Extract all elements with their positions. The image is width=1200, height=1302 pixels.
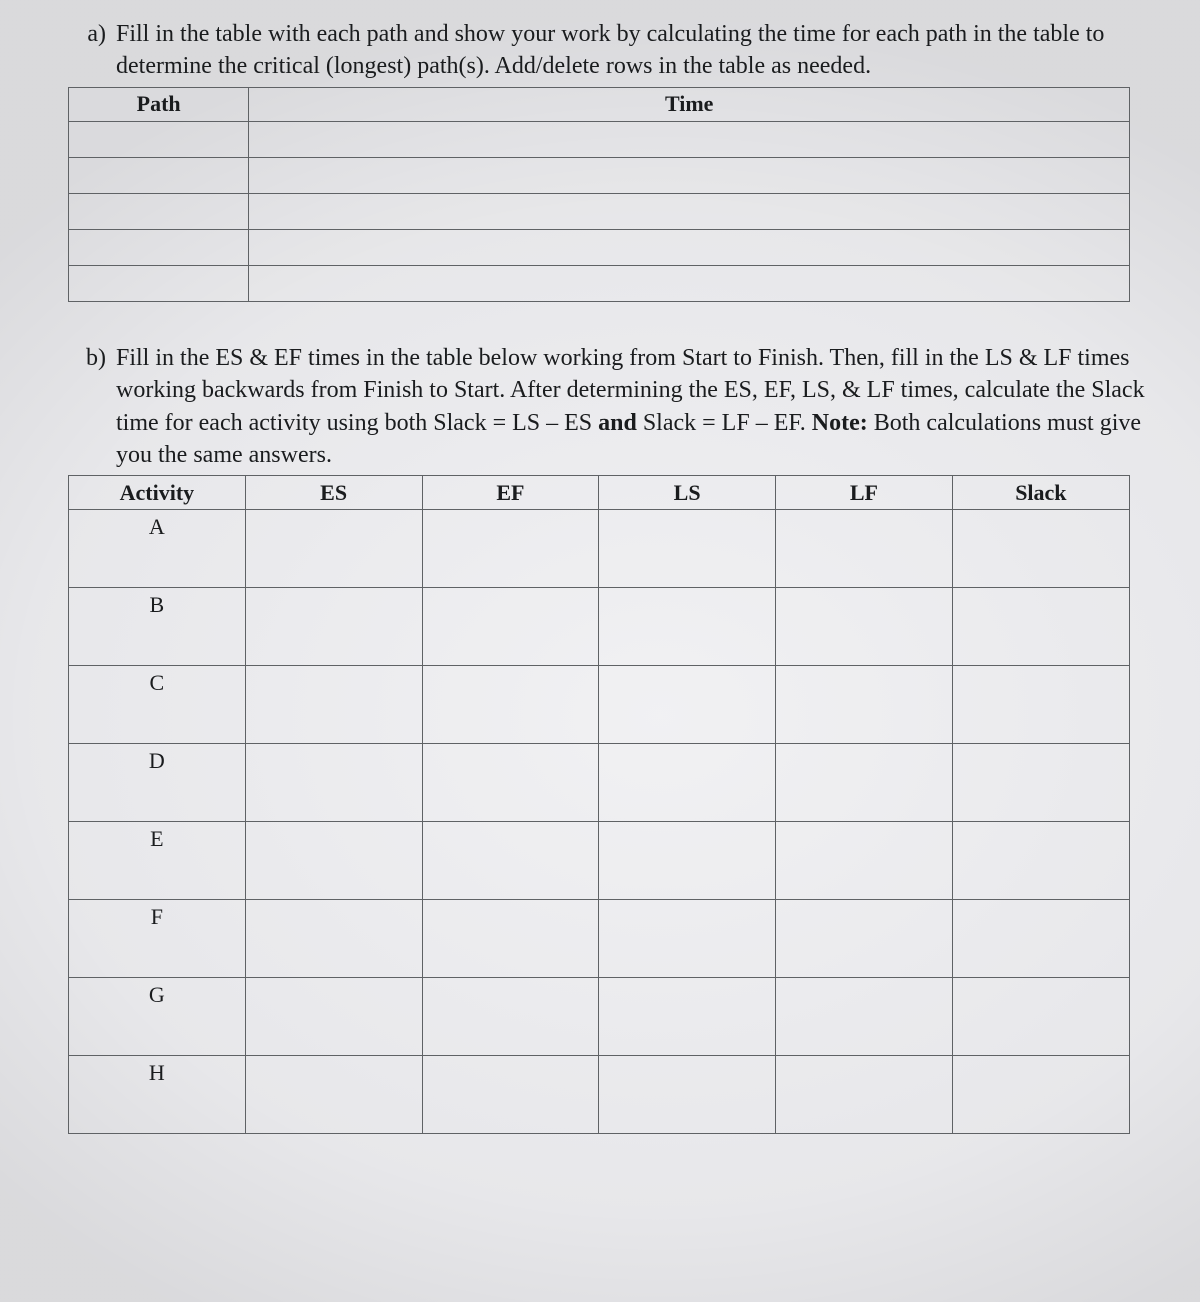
col-es: ES (245, 476, 422, 510)
marker-b: b) (68, 342, 116, 374)
cell-ls[interactable] (599, 744, 776, 822)
table-row: D (69, 744, 1130, 778)
cell-es[interactable] (245, 666, 422, 744)
cell-ls[interactable] (599, 978, 776, 1056)
cell-ls[interactable] (599, 510, 776, 588)
cell-es[interactable] (245, 588, 422, 666)
activity-label: H (69, 1056, 246, 1090)
cell-lf[interactable] (776, 510, 953, 588)
table-row: B (69, 588, 1130, 622)
question-a-row: a) Fill in the table with each path and … (68, 18, 1170, 83)
cell-ls[interactable] (599, 1056, 776, 1134)
table-row: H (69, 1056, 1130, 1090)
path-table-header-row: Path Time (69, 87, 1130, 121)
activity-label: G (69, 978, 246, 1012)
table-row (69, 193, 1130, 229)
col-slack: Slack (952, 476, 1129, 510)
cell-ef[interactable] (422, 744, 599, 822)
cell-ef[interactable] (422, 666, 599, 744)
cell-ls[interactable] (599, 588, 776, 666)
cell-es[interactable] (245, 822, 422, 900)
cell-slack[interactable] (952, 510, 1129, 588)
path-table: Path Time (68, 87, 1130, 302)
table-row (69, 265, 1130, 301)
cell-es[interactable] (245, 744, 422, 822)
cell-slack[interactable] (952, 666, 1129, 744)
col-ls: LS (599, 476, 776, 510)
table-row: F (69, 900, 1130, 934)
cell-lf[interactable] (776, 822, 953, 900)
table-row: A (69, 510, 1130, 544)
col-activity: Activity (69, 476, 246, 510)
table-row (69, 121, 1130, 157)
question-b-row: b) Fill in the ES & EF times in the tabl… (68, 342, 1170, 472)
cell-slack[interactable] (952, 588, 1129, 666)
table-row (69, 157, 1130, 193)
cell-es[interactable] (245, 900, 422, 978)
cell-ef[interactable] (422, 510, 599, 588)
cell-ef[interactable] (422, 900, 599, 978)
section-b: b) Fill in the ES & EF times in the tabl… (68, 342, 1170, 1135)
activity-label: A (69, 510, 246, 544)
cell-lf[interactable] (776, 588, 953, 666)
table-row (69, 229, 1130, 265)
cell-ef[interactable] (422, 1056, 599, 1134)
text-b-bold2: Note: (812, 410, 868, 436)
cell-lf[interactable] (776, 900, 953, 978)
activity-label: B (69, 588, 246, 622)
col-lf: LF (776, 476, 953, 510)
activity-label: E (69, 822, 246, 856)
cell-slack[interactable] (952, 822, 1129, 900)
cell-es[interactable] (245, 1056, 422, 1134)
activity-table-header-row: Activity ES EF LS LF Slack (69, 476, 1130, 510)
cell-ef[interactable] (422, 822, 599, 900)
cell-lf[interactable] (776, 978, 953, 1056)
cell-ls[interactable] (599, 666, 776, 744)
activity-table: Activity ES EF LS LF Slack A B (68, 475, 1130, 1134)
cell-lf[interactable] (776, 744, 953, 822)
activity-label: F (69, 900, 246, 934)
text-b: Fill in the ES & EF times in the table b… (116, 342, 1170, 472)
cell-lf[interactable] (776, 1056, 953, 1134)
cell-ls[interactable] (599, 900, 776, 978)
cell-slack[interactable] (952, 900, 1129, 978)
cell-es[interactable] (245, 510, 422, 588)
text-b-mid: Slack = LF – EF. (637, 410, 812, 436)
cell-ls[interactable] (599, 822, 776, 900)
table-row: C (69, 666, 1130, 700)
activity-label: C (69, 666, 246, 700)
text-b-bold1: and (598, 410, 637, 436)
cell-slack[interactable] (952, 978, 1129, 1056)
worksheet-page: a) Fill in the table with each path and … (0, 0, 1200, 1302)
cell-slack[interactable] (952, 1056, 1129, 1134)
text-a: Fill in the table with each path and sho… (116, 18, 1170, 83)
section-a: a) Fill in the table with each path and … (68, 18, 1170, 302)
cell-ef[interactable] (422, 978, 599, 1056)
time-header: Time (249, 87, 1130, 121)
marker-a: a) (68, 18, 116, 50)
cell-lf[interactable] (776, 666, 953, 744)
table-row: G (69, 978, 1130, 1012)
activity-label: D (69, 744, 246, 778)
path-header: Path (69, 87, 249, 121)
cell-slack[interactable] (952, 744, 1129, 822)
cell-ef[interactable] (422, 588, 599, 666)
col-ef: EF (422, 476, 599, 510)
table-row: E (69, 822, 1130, 856)
cell-es[interactable] (245, 978, 422, 1056)
